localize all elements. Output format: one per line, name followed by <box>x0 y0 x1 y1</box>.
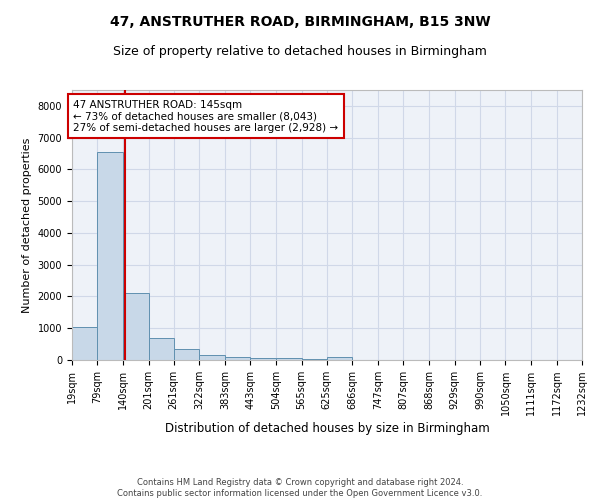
Bar <box>302 358 327 360</box>
Bar <box>123 294 149 360</box>
Bar <box>72 326 97 360</box>
Bar <box>199 355 225 360</box>
Bar <box>149 338 174 360</box>
Y-axis label: Number of detached properties: Number of detached properties <box>22 138 32 312</box>
Bar <box>250 358 276 360</box>
Text: 47 ANSTRUTHER ROAD: 145sqm
← 73% of detached houses are smaller (8,043)
27% of s: 47 ANSTRUTHER ROAD: 145sqm ← 73% of deta… <box>73 100 338 132</box>
Bar <box>225 358 250 360</box>
Text: 47, ANSTRUTHER ROAD, BIRMINGHAM, B15 3NW: 47, ANSTRUTHER ROAD, BIRMINGHAM, B15 3NW <box>110 15 490 29</box>
Bar <box>327 357 352 360</box>
Bar <box>276 358 302 360</box>
Text: Contains HM Land Registry data © Crown copyright and database right 2024.
Contai: Contains HM Land Registry data © Crown c… <box>118 478 482 498</box>
Bar <box>97 152 123 360</box>
Text: Size of property relative to detached houses in Birmingham: Size of property relative to detached ho… <box>113 45 487 58</box>
Bar <box>174 349 199 360</box>
X-axis label: Distribution of detached houses by size in Birmingham: Distribution of detached houses by size … <box>164 422 490 435</box>
